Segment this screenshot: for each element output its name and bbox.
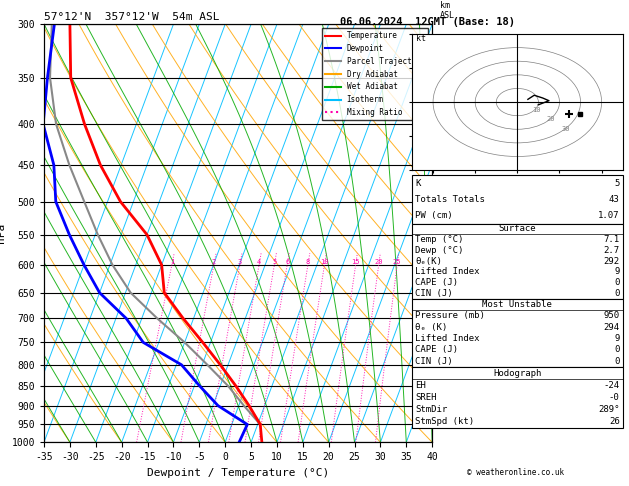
Text: kt: kt: [416, 34, 426, 43]
Text: 8: 8: [306, 259, 310, 265]
Text: 3: 3: [238, 259, 242, 265]
Text: Dewp (°C): Dewp (°C): [415, 246, 464, 255]
Text: 06.06.2024  12GMT (Base: 18): 06.06.2024 12GMT (Base: 18): [340, 17, 515, 27]
Text: CIN (J): CIN (J): [415, 357, 453, 366]
Text: 20: 20: [547, 116, 555, 122]
Text: CIN (J): CIN (J): [415, 289, 453, 298]
Y-axis label: hPa: hPa: [0, 223, 6, 243]
Text: Pressure (mb): Pressure (mb): [415, 312, 485, 320]
Text: 1.07: 1.07: [598, 211, 620, 220]
Text: -24: -24: [603, 381, 620, 390]
Text: 9: 9: [614, 334, 620, 343]
Text: Totals Totals: Totals Totals: [415, 195, 485, 204]
Text: 0: 0: [614, 278, 620, 287]
Text: 20: 20: [374, 259, 383, 265]
Text: Lifted Index: Lifted Index: [415, 267, 480, 277]
Text: 292: 292: [603, 257, 620, 266]
Text: 26: 26: [609, 417, 620, 426]
Text: 10: 10: [320, 259, 329, 265]
Text: -0: -0: [609, 393, 620, 402]
Text: Temp (°C): Temp (°C): [415, 235, 464, 244]
Text: K: K: [415, 178, 421, 188]
Text: CAPE (J): CAPE (J): [415, 278, 458, 287]
Text: StmDir: StmDir: [415, 405, 447, 414]
X-axis label: Dewpoint / Temperature (°C): Dewpoint / Temperature (°C): [147, 468, 329, 478]
Text: 6: 6: [285, 259, 289, 265]
Text: 0: 0: [614, 357, 620, 366]
Text: 5: 5: [614, 178, 620, 188]
Text: Hodograph: Hodograph: [493, 368, 542, 378]
Text: 25: 25: [393, 259, 401, 265]
Text: 1: 1: [170, 259, 174, 265]
Text: 294: 294: [603, 323, 620, 332]
Text: 950: 950: [603, 312, 620, 320]
Text: Lifted Index: Lifted Index: [415, 334, 480, 343]
Text: StmSpd (kt): StmSpd (kt): [415, 417, 474, 426]
Text: Most Unstable: Most Unstable: [482, 300, 552, 309]
Text: CAPE (J): CAPE (J): [415, 346, 458, 354]
Text: 57°12'N  357°12'W  54m ASL: 57°12'N 357°12'W 54m ASL: [44, 12, 220, 22]
Text: 10: 10: [532, 106, 540, 113]
Text: PW (cm): PW (cm): [415, 211, 453, 220]
Text: 0: 0: [614, 346, 620, 354]
Text: EH: EH: [415, 381, 426, 390]
Text: θₑ (K): θₑ (K): [415, 323, 447, 332]
Text: 4: 4: [257, 259, 261, 265]
Text: 30: 30: [562, 126, 570, 132]
Text: Surface: Surface: [499, 225, 536, 233]
Text: km
ASL: km ASL: [440, 0, 455, 20]
Text: 5: 5: [272, 259, 277, 265]
Text: 7.1: 7.1: [603, 235, 620, 244]
Text: 9: 9: [614, 267, 620, 277]
Y-axis label: Mixing Ratio (g/kg): Mixing Ratio (g/kg): [462, 177, 472, 289]
Text: θₑ(K): θₑ(K): [415, 257, 442, 266]
Text: 0: 0: [614, 289, 620, 298]
Legend: Temperature, Dewpoint, Parcel Trajectory, Dry Adiabat, Wet Adiabat, Isotherm, Mi: Temperature, Dewpoint, Parcel Trajectory…: [322, 28, 428, 120]
Text: 2: 2: [212, 259, 216, 265]
Text: 2.7: 2.7: [603, 246, 620, 255]
Text: 15: 15: [352, 259, 360, 265]
Text: 289°: 289°: [598, 405, 620, 414]
Text: © weatheronline.co.uk: © weatheronline.co.uk: [467, 468, 564, 477]
Text: SREH: SREH: [415, 393, 437, 402]
Text: 43: 43: [609, 195, 620, 204]
